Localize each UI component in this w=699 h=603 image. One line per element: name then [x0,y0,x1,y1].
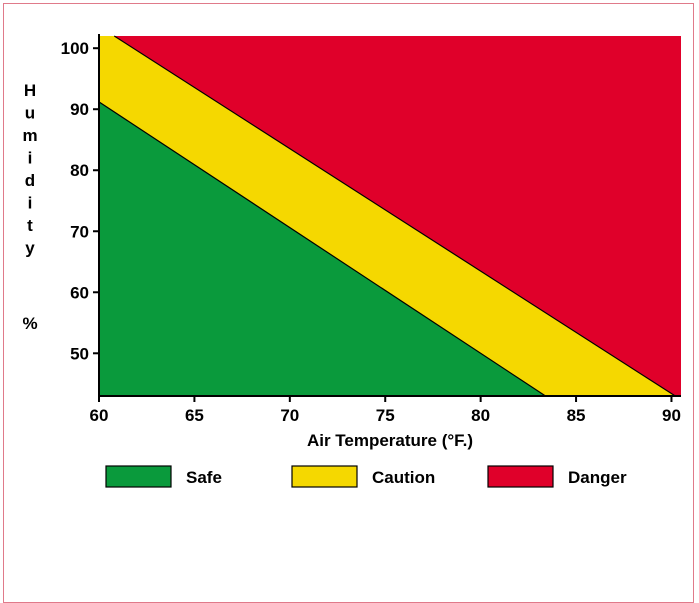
y-axis-label-letter: i [28,149,33,168]
axes [93,34,681,402]
y-tick-label: 60 [70,283,89,302]
y-tick-label: 80 [70,161,89,180]
safe-caution-boundary [98,101,546,397]
y-tick-label: 90 [70,100,89,119]
y-axis-label-unit: % [22,314,37,333]
caution-danger-boundary [113,35,676,397]
y-tick-label: 50 [70,344,89,363]
legend-swatch-danger [487,465,554,488]
legend: Safe Caution Danger [105,465,627,488]
y-axis-label-letter: y [25,239,35,258]
y-axis-label-letter: i [28,194,33,213]
x-tick-label: 90 [662,406,681,425]
legend-label-safe: Safe [186,468,222,487]
x-tick-labels: 60 65 70 75 80 85 90 [90,406,681,425]
x-tick-label: 70 [280,406,299,425]
legend-label-caution: Caution [372,468,435,487]
x-tick-label: 75 [376,406,395,425]
y-tick-label: 100 [61,39,89,58]
plot-area [98,35,681,397]
legend-swatch-caution [291,465,358,488]
y-axis-label-letter: H [24,81,36,100]
x-tick-label: 60 [90,406,109,425]
y-tick-labels: 100 90 80 70 60 50 [61,39,89,363]
y-axis-label-letter: t [27,216,33,235]
heat-danger-chart: 60 65 70 75 80 85 90 100 90 80 70 60 50 Air Tempera… [22,34,681,488]
x-tick-label: 80 [471,406,490,425]
y-axis-label-letter: d [25,171,35,190]
y-axis-label-letter: m [22,126,37,145]
y-axis-label-letter: u [25,104,35,123]
legend-swatch-safe [105,465,172,488]
x-axis-label: Air Temperature (°F.) [307,431,473,450]
legend-label-danger: Danger [568,468,627,487]
x-tick-label: 85 [567,406,586,425]
x-tick-label: 65 [185,406,204,425]
y-tick-label: 70 [70,222,89,241]
